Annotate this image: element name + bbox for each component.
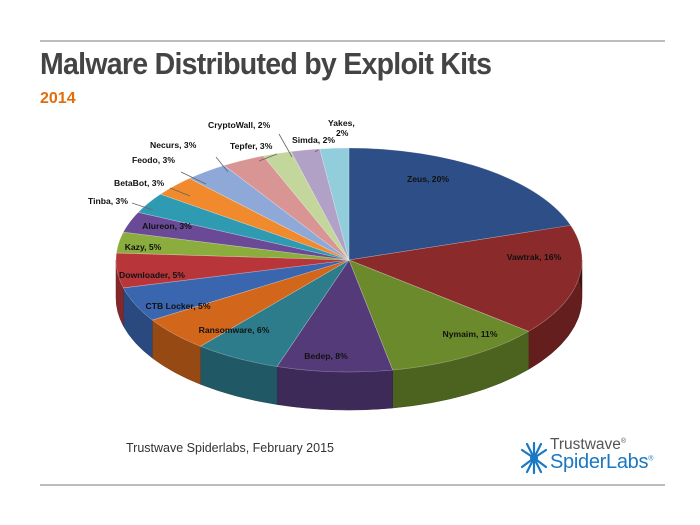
slice-label-betabot: BetaBot, 3% (114, 178, 164, 188)
slice-label-necurs: Necurs, 3% (150, 140, 197, 150)
slice-label-vawtrak: Vawtrak, 16% (507, 252, 562, 262)
slice-necurs (188, 165, 350, 261)
slice-label-simda: Simda, 2% (292, 135, 335, 145)
leader-line-feodo (180, 171, 207, 185)
leader-lines (131, 133, 319, 211)
slice-label-downloader: Downloader, 5% (119, 270, 185, 280)
slice-label-nymaim: Nymaim, 11% (443, 329, 498, 339)
slice-simda (290, 148, 350, 261)
slice-label-ransomware: Ransomware, 6% (199, 325, 270, 335)
slice-side-bedep (276, 366, 393, 411)
leader-line-tinba (131, 202, 154, 211)
slice-betabot (137, 193, 350, 261)
slice-label-cryptowall: CryptoWall, 2% (208, 120, 271, 130)
slice-alureon (116, 231, 350, 261)
slice-label-yakes: Yakes, 2% (328, 118, 355, 138)
slice-yakes (319, 147, 350, 261)
slice-tinba (122, 211, 350, 261)
slice-label-tinba: Tinba, 3% (88, 196, 128, 206)
slice-label-alureon: Alureon, 3% (142, 221, 192, 231)
slide-subtitle: 2014 (40, 90, 76, 107)
slice-kazy (115, 252, 350, 289)
leader-line-cryptowall (278, 133, 293, 158)
spider-burst-icon (520, 441, 548, 475)
slice-tepfer (223, 155, 350, 261)
top-divider (40, 40, 665, 42)
leader-line-simda (314, 149, 319, 153)
leader-line-betabot (169, 187, 191, 197)
logo-text-trustwave: Trustwave® (550, 436, 627, 453)
slice-label-tepfer: Tepfer, 3% (230, 141, 273, 151)
slice-label-kazy: Kazy, 5% (125, 242, 162, 252)
slice-downloader (122, 259, 350, 321)
slice-label-feodo: Feodo, 3% (132, 155, 175, 165)
slice-label-zeus: Zeus, 20% (407, 174, 449, 184)
logo-text-spiderlabs: SpiderLabs® (550, 451, 654, 473)
leader-line-necurs (215, 156, 229, 173)
slice-zeus (348, 147, 572, 261)
pie-slices (115, 147, 583, 373)
pie-chart: Zeus, 20% Vawtrak, 16% Nymaim, 11% Bedep, 8… (88, 118, 583, 411)
slice-labels: Zeus, 20% Vawtrak, 16% Nymaim, 11% Bedep, 8… (88, 118, 562, 361)
slide-title: Malware Distributed by Exploit Kits (40, 46, 492, 81)
trustwave-logo: Trustwave® SpiderLabs® (520, 436, 670, 478)
bottom-divider (40, 484, 665, 486)
slice-vawtrak (347, 225, 583, 332)
leader-line-tepfer (258, 153, 278, 162)
slice-feodo (159, 178, 350, 261)
slice-label-ctb-locker: CTB Locker, 5% (146, 301, 211, 311)
slice-ctb-locker (151, 259, 350, 347)
source-credit: Trustwave Spiderlabs, February 2015 (126, 441, 334, 455)
slice-ransomware (199, 259, 350, 367)
slice-cryptowall (262, 151, 350, 261)
slice-bedep (276, 259, 394, 373)
slice-label-bedep: Bedep, 8% (304, 351, 348, 361)
slice-nymaim (348, 259, 530, 371)
